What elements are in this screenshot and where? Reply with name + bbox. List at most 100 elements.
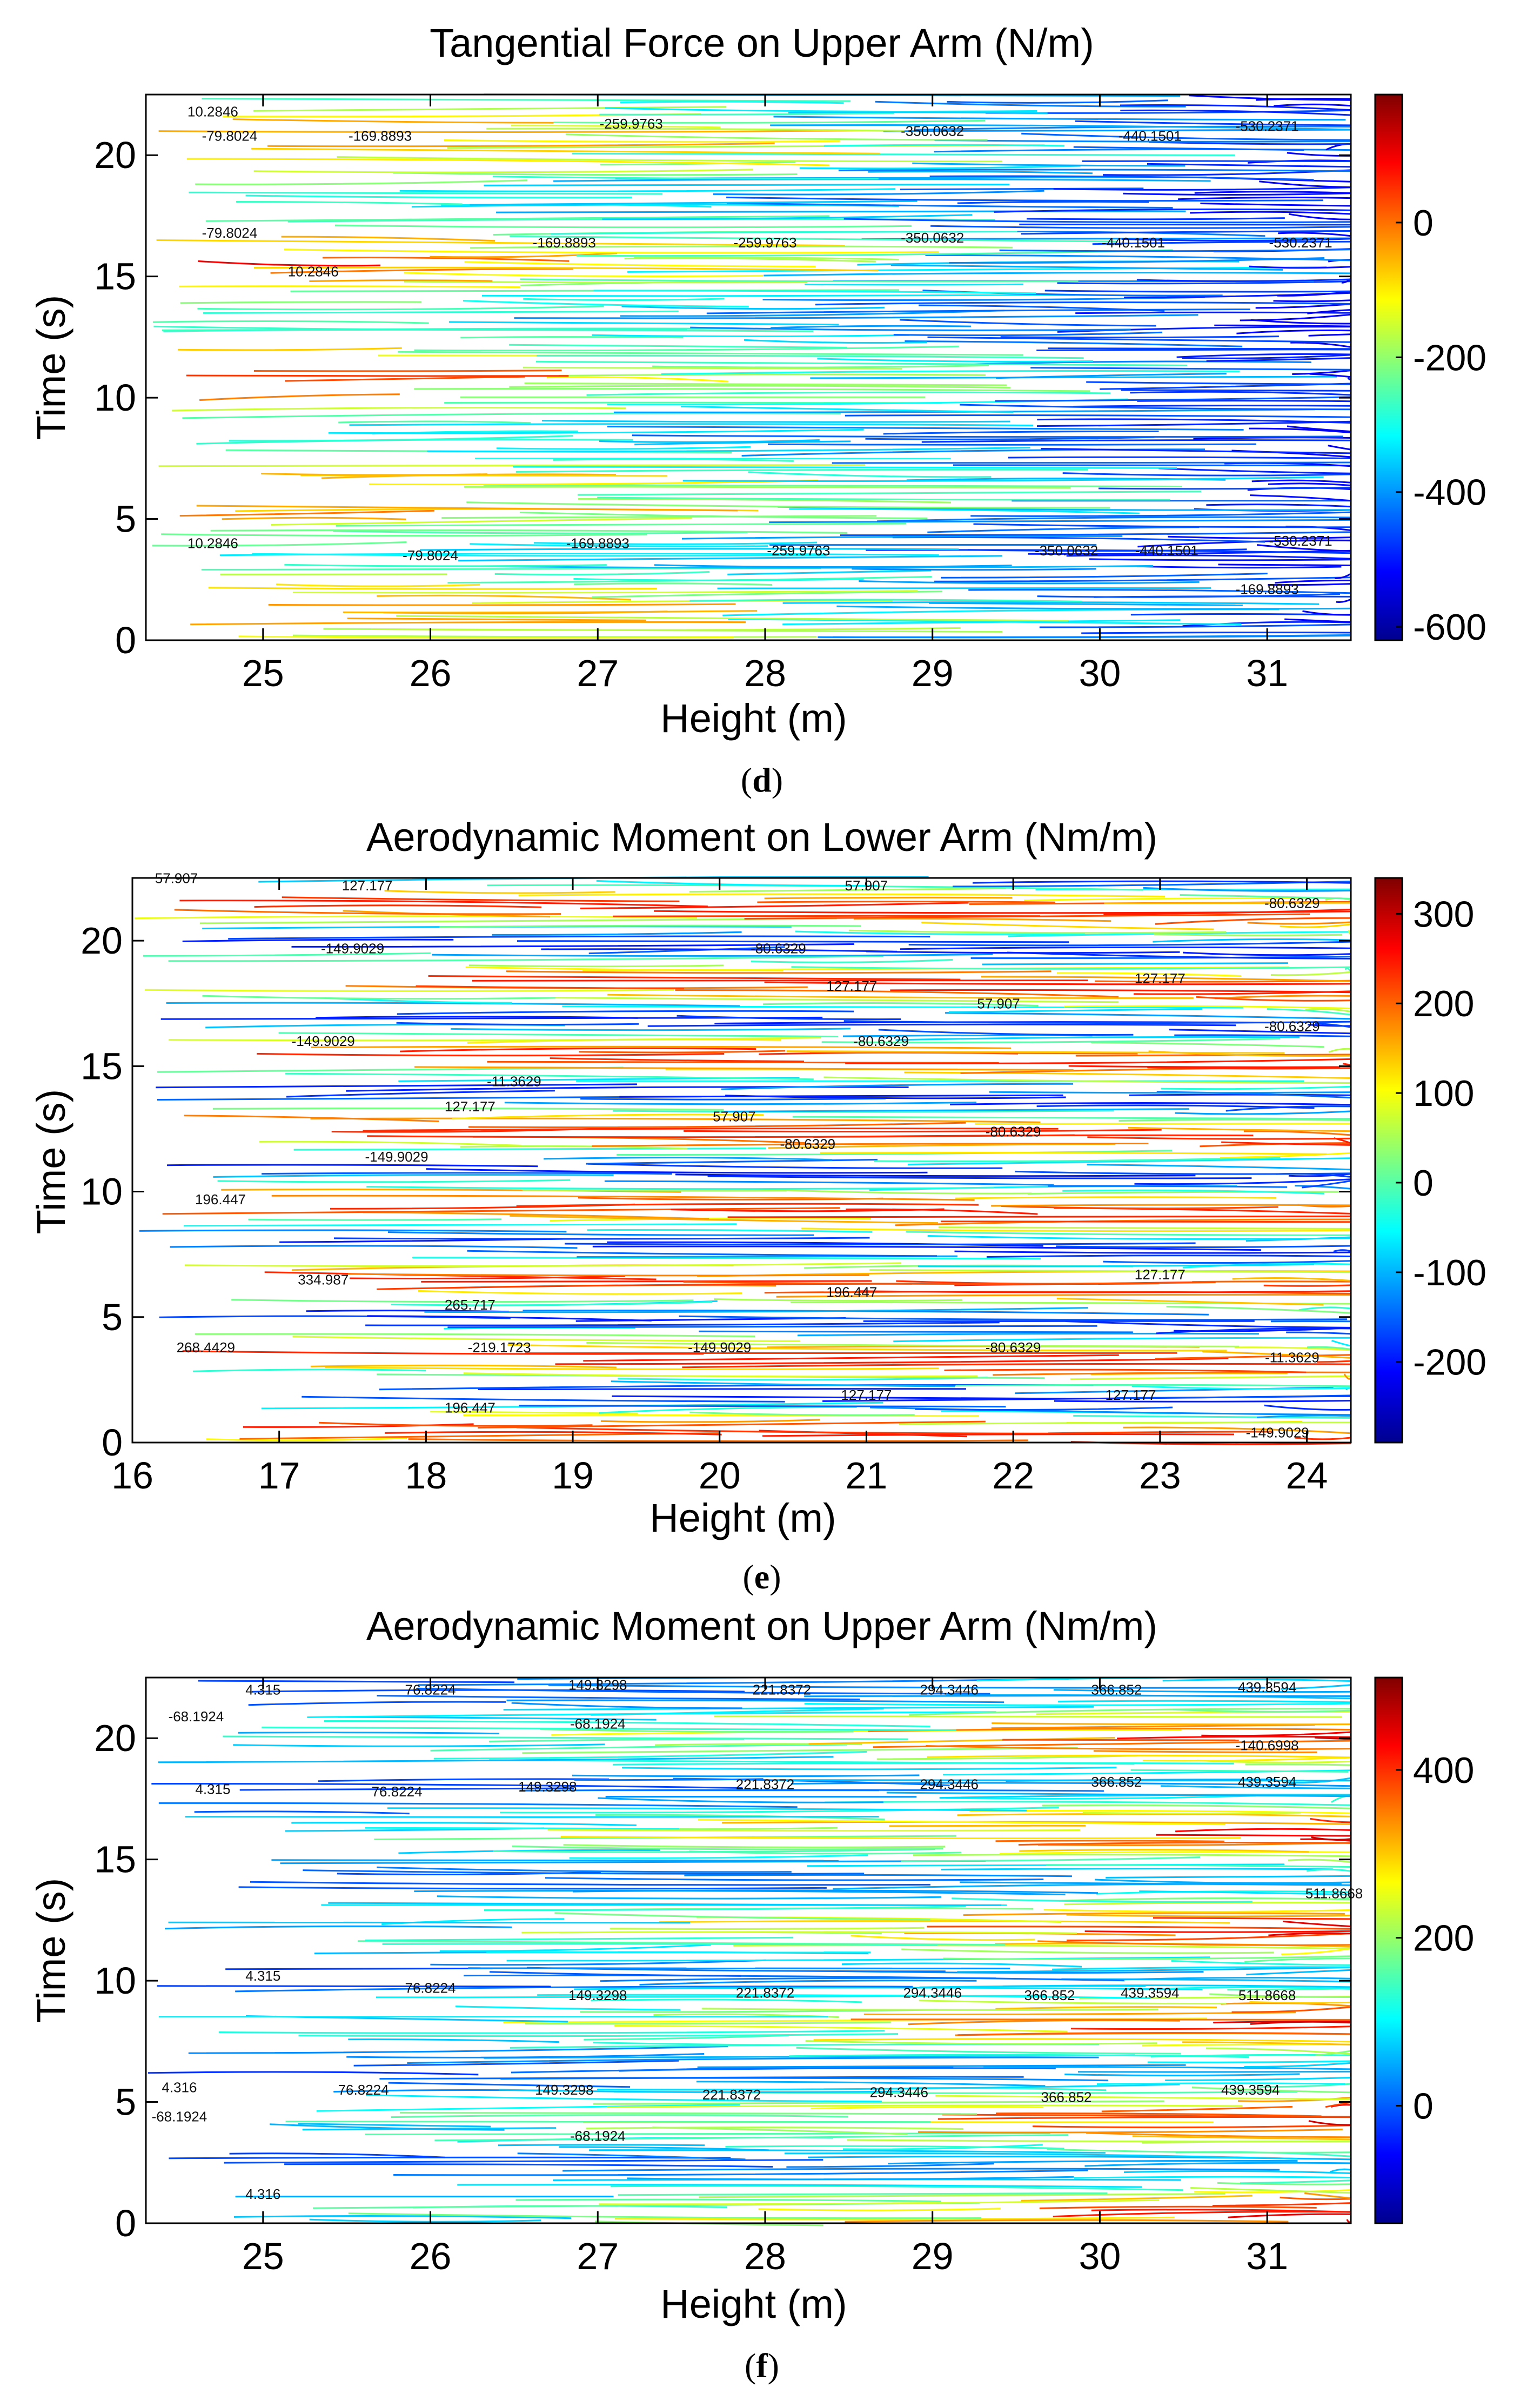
contour-line bbox=[907, 1157, 1351, 1165]
contour-line bbox=[367, 1315, 652, 1322]
contour-line bbox=[1021, 132, 1351, 141]
contour-line bbox=[925, 254, 1351, 261]
contour-line bbox=[930, 225, 1351, 229]
contour-line bbox=[518, 893, 1166, 897]
contour-line bbox=[251, 147, 880, 155]
contour-line bbox=[363, 1211, 709, 1220]
contour-line bbox=[614, 2216, 1175, 2221]
contour-line bbox=[1278, 232, 1351, 237]
contour-line bbox=[457, 2184, 1142, 2188]
colorbar-tick-label: 0 bbox=[1413, 2085, 1434, 2127]
contour-label: 57.907 bbox=[713, 1109, 756, 1125]
contour-line bbox=[541, 420, 1010, 423]
contour-line bbox=[841, 1962, 1082, 1968]
contour-label: 149.3298 bbox=[535, 2082, 593, 2098]
contour-line bbox=[954, 1250, 1351, 1254]
contour-line bbox=[293, 590, 918, 594]
contour-line bbox=[586, 1341, 1240, 1347]
contour-line bbox=[1247, 921, 1351, 925]
contour-line bbox=[654, 910, 1351, 914]
contour-line bbox=[458, 555, 1002, 562]
contour-line bbox=[845, 1058, 1351, 1064]
contour-line bbox=[620, 100, 844, 104]
contour-line bbox=[689, 599, 1082, 602]
contour-line bbox=[343, 610, 758, 614]
contour-line bbox=[1039, 2205, 1317, 2209]
contour-line bbox=[875, 100, 1186, 108]
contour-line bbox=[1308, 333, 1351, 337]
contour-line bbox=[387, 1231, 814, 1236]
contour-line bbox=[621, 305, 885, 310]
contour-line bbox=[847, 2139, 1351, 2143]
contour-line bbox=[433, 1750, 867, 1760]
contour-line bbox=[843, 1020, 1351, 1024]
contour-line bbox=[611, 2185, 1183, 2191]
contour-line bbox=[202, 98, 851, 102]
contour-line bbox=[144, 989, 674, 992]
contour-line bbox=[1155, 1354, 1351, 1360]
contour-line bbox=[1030, 367, 1351, 371]
contour-line bbox=[1087, 1136, 1351, 1140]
contour-label: -80.6329 bbox=[986, 1123, 1041, 1139]
contour-line bbox=[1084, 2162, 1351, 2167]
contour-line bbox=[484, 184, 1010, 186]
contour-line bbox=[470, 200, 917, 206]
contour-line bbox=[953, 464, 1351, 467]
contour-line bbox=[1023, 897, 1307, 901]
contour-line bbox=[612, 1395, 1067, 1400]
contour-line bbox=[224, 2159, 823, 2164]
contour-line bbox=[151, 1782, 743, 1789]
contour-label: 221.8372 bbox=[702, 2087, 761, 2103]
contour-line bbox=[995, 396, 1351, 402]
contour-line bbox=[1142, 1756, 1351, 1762]
contour-label: 511.8668 bbox=[1305, 1886, 1363, 1902]
contour-line bbox=[310, 1117, 1041, 1123]
x-tick-label: 18 bbox=[405, 1454, 447, 1497]
contour-line bbox=[1169, 1987, 1351, 1990]
contour-line bbox=[188, 2045, 728, 2054]
contour-line bbox=[452, 1114, 764, 1120]
contour-line bbox=[580, 1097, 886, 1101]
contour-line bbox=[590, 1708, 884, 1716]
contour-line bbox=[683, 1281, 1216, 1285]
contour-line bbox=[196, 505, 738, 512]
contour-line bbox=[1124, 1977, 1351, 1981]
contour-line bbox=[1217, 2182, 1351, 2185]
contour-line bbox=[182, 412, 841, 419]
contour-line bbox=[186, 158, 829, 166]
contour-line bbox=[309, 279, 493, 282]
contour-line bbox=[525, 2021, 891, 2025]
contour-line bbox=[192, 1369, 426, 1372]
contour-line bbox=[1148, 141, 1351, 145]
contour-line bbox=[883, 129, 1351, 132]
colorbar bbox=[1374, 93, 1403, 641]
contour-line bbox=[598, 1797, 884, 1803]
contour-line bbox=[298, 2033, 899, 2037]
contour-line bbox=[592, 334, 910, 338]
contour-line bbox=[488, 1738, 745, 1742]
contour-line bbox=[1037, 1940, 1351, 1946]
contour-line bbox=[602, 214, 973, 220]
contour-line bbox=[622, 1766, 1117, 1770]
contour-line bbox=[519, 1789, 1104, 1792]
contour-line bbox=[414, 388, 1090, 392]
contour-label: 127.177 bbox=[826, 978, 877, 994]
x-tick-label: 27 bbox=[577, 2235, 619, 2277]
contour-line bbox=[250, 1881, 930, 1886]
contour-label: -68.1924 bbox=[570, 2128, 626, 2144]
contour-line bbox=[627, 2176, 1074, 2181]
contour-line bbox=[1202, 1351, 1351, 1359]
contour-line bbox=[1161, 1085, 1351, 1090]
contour-line bbox=[463, 300, 749, 307]
contour-label: -169.8893 bbox=[533, 234, 596, 251]
contour-label: 10.2846 bbox=[187, 103, 238, 119]
contour-line bbox=[600, 1419, 820, 1423]
contour-line bbox=[913, 1854, 1351, 1857]
contour-line bbox=[1070, 2025, 1351, 2030]
contour-line bbox=[1315, 1022, 1351, 1028]
contour-line bbox=[1037, 593, 1340, 598]
contour-line bbox=[285, 2120, 931, 2123]
contour-line bbox=[945, 1795, 1257, 1800]
contour-line bbox=[189, 191, 663, 195]
contour-line bbox=[516, 1203, 979, 1207]
